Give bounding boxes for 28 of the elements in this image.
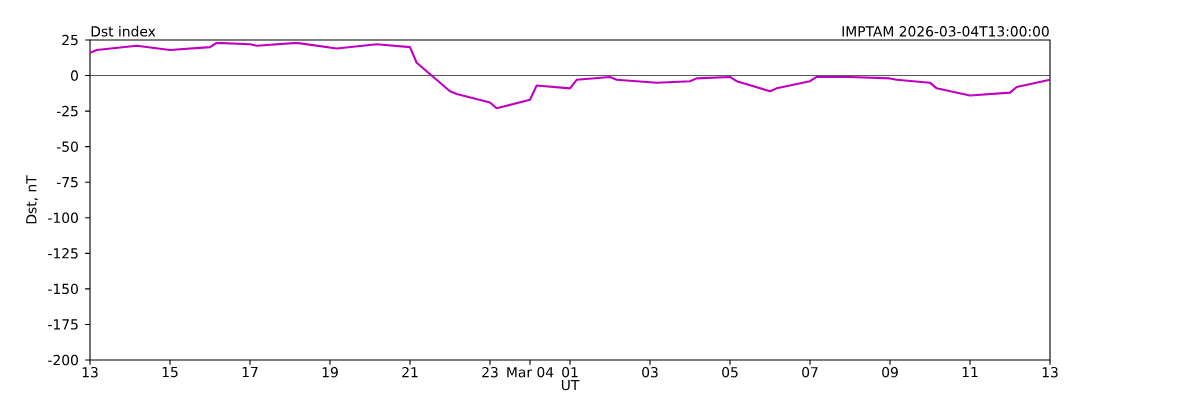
chart-title: Dst index <box>91 25 156 37</box>
y-tick-label: 0 <box>70 70 78 81</box>
y-tick-label: -50 <box>56 141 78 152</box>
y-tick-label: -150 <box>48 283 78 295</box>
x-tick-label: 01 <box>562 366 578 378</box>
x-tick-label: 15 <box>162 366 178 378</box>
x-tick-label: 07 <box>802 366 818 378</box>
y-axis-title: Dst, nT <box>26 175 38 224</box>
x-tick-label: 13 <box>82 366 98 378</box>
y-tick-label: -200 <box>48 354 78 366</box>
x-tick-label: 19 <box>322 366 338 378</box>
y-tick-label: -175 <box>48 319 78 330</box>
x-axis-title: UT <box>561 379 580 391</box>
y-tick-label: 25 <box>62 34 78 46</box>
y-tick-label: -75 <box>56 177 78 188</box>
x-tick-label: 09 <box>882 366 898 378</box>
y-tick-label: -25 <box>56 105 78 117</box>
y-tick-label: -125 <box>48 248 78 259</box>
y-tick-label: -100 <box>48 212 78 224</box>
x-tick-label: 13 <box>1042 366 1058 378</box>
x-tick-label: 23 <box>482 366 498 378</box>
chart-subtitle: IMPTAM 2026-03-04T13:00:00 <box>842 26 1049 37</box>
x-tick-label: 05 <box>722 366 738 378</box>
x-tick-label: 21 <box>402 366 418 378</box>
x-tick-label: 03 <box>642 366 658 378</box>
x-tick-label: 11 <box>962 366 978 378</box>
x-tick-label: 17 <box>242 366 258 378</box>
x-tick-label: Mar 04 <box>507 366 554 378</box>
